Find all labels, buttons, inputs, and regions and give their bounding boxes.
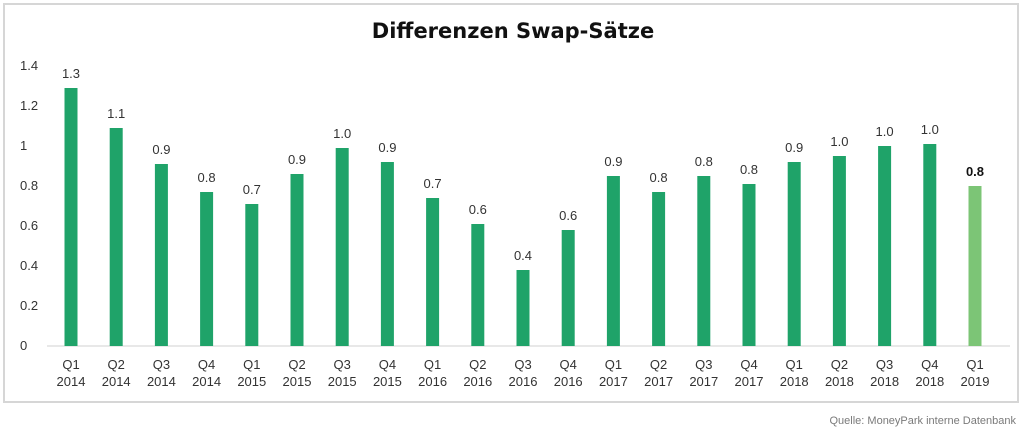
x-tick-label: Q2 [650,357,667,372]
x-tick-label: Q2 [831,357,848,372]
x-tick-label: 2019 [961,374,990,389]
y-tick-label: 0.2 [20,298,38,313]
bar [697,176,711,346]
x-tick-label: Q2 [288,357,305,372]
x-tick-label: Q4 [921,357,938,372]
x-tick-label: Q4 [560,357,577,372]
y-tick-label: 0.8 [20,178,38,193]
bar [109,128,123,346]
data-label: 0.9 [785,140,803,155]
data-label: 0.8 [650,170,668,185]
bar [200,192,214,346]
bar [968,186,982,346]
x-tick-label: 2018 [780,374,809,389]
x-tick-label: 2014 [102,374,131,389]
x-tick-label: 2018 [825,374,854,389]
data-label: 0.8 [198,170,216,185]
x-tick-label: 2016 [554,374,583,389]
x-tick-label: Q1 [62,357,79,372]
y-tick-label: 0.4 [20,258,38,273]
x-tick-label: 2015 [283,374,312,389]
data-label: 0.7 [424,176,442,191]
x-tick-label: 2015 [373,374,402,389]
bar [290,174,304,346]
bar [380,162,394,346]
x-tick-label: 2017 [689,374,718,389]
data-label: 0.9 [378,140,396,155]
x-tick-label: Q1 [966,357,983,372]
bar [923,144,937,346]
bar [516,270,530,346]
x-tick-label: 2016 [509,374,538,389]
bar [606,176,620,346]
x-tick-label: Q4 [740,357,757,372]
x-tick-label: Q1 [605,357,622,372]
x-tick-label: 2016 [463,374,492,389]
data-label: 0.9 [152,142,170,157]
bar [742,184,756,346]
y-tick-label: 1.2 [20,98,38,113]
data-label: 0.9 [604,154,622,169]
x-tick-label: Q2 [108,357,125,372]
x-tick-label: 2017 [644,374,673,389]
x-tick-label: 2017 [735,374,764,389]
y-tick-label: 1.4 [20,58,38,73]
data-label: 0.4 [514,248,532,263]
source-note: Quelle: MoneyPark interne Datenbank [829,415,1017,427]
data-label: 0.9 [288,152,306,167]
x-tick-label: 2015 [328,374,357,389]
y-tick-label: 1 [20,138,27,153]
data-label: 1.0 [921,122,939,137]
data-label: 0.7 [243,182,261,197]
x-tick-label: Q4 [379,357,396,372]
bar-chart: 0 0.2 0.4 0.6 0.8 1 1.2 1.4 1.3 Q1 2014 1.1 Q2 2014 0.… [20,58,1010,389]
data-label: 0.6 [469,202,487,217]
chart-title: Differenzen Swap-Sätze [371,19,655,43]
bar [787,162,801,346]
chart-frame: Differenzen Swap-Sätze 0 0.2 0.4 0.6 0.8 1 1.2… [3,3,1019,403]
data-label: 0.8 [695,154,713,169]
data-label: 1.1 [107,106,125,121]
bar [64,88,78,346]
data-label: 0.6 [559,208,577,223]
bar [335,148,349,346]
bar [426,198,440,346]
data-label: 1.0 [333,126,351,141]
y-tick-label: 0 [20,338,27,353]
x-tick-label: Q1 [243,357,260,372]
x-tick-label: Q3 [695,357,712,372]
bar [652,192,666,346]
bar [471,224,485,346]
x-tick-label: Q4 [198,357,215,372]
bar [561,230,575,346]
x-tick-label: Q3 [514,357,531,372]
x-tick-label: 2014 [57,374,86,389]
bar [245,204,259,346]
data-label: 0.8 [966,164,984,179]
data-label: 0.8 [740,162,758,177]
x-tick-label: Q1 [786,357,803,372]
x-tick-label: Q3 [153,357,170,372]
y-tick-label: 0.6 [20,218,38,233]
x-tick-label: 2014 [147,374,176,389]
x-tick-label: 2014 [192,374,221,389]
x-tick-label: 2018 [915,374,944,389]
bar [832,156,846,346]
x-tick-label: Q3 [876,357,893,372]
x-tick-label: 2016 [418,374,447,389]
data-label: 1.3 [62,66,80,81]
x-tick-label: Q3 [334,357,351,372]
bar [154,164,168,346]
data-label: 1.0 [830,134,848,149]
x-tick-label: 2015 [237,374,266,389]
x-tick-label: Q1 [424,357,441,372]
x-tick-label: Q2 [469,357,486,372]
bar [878,146,892,346]
x-tick-label: 2017 [599,374,628,389]
x-tick-label: 2018 [870,374,899,389]
data-label: 1.0 [876,124,894,139]
